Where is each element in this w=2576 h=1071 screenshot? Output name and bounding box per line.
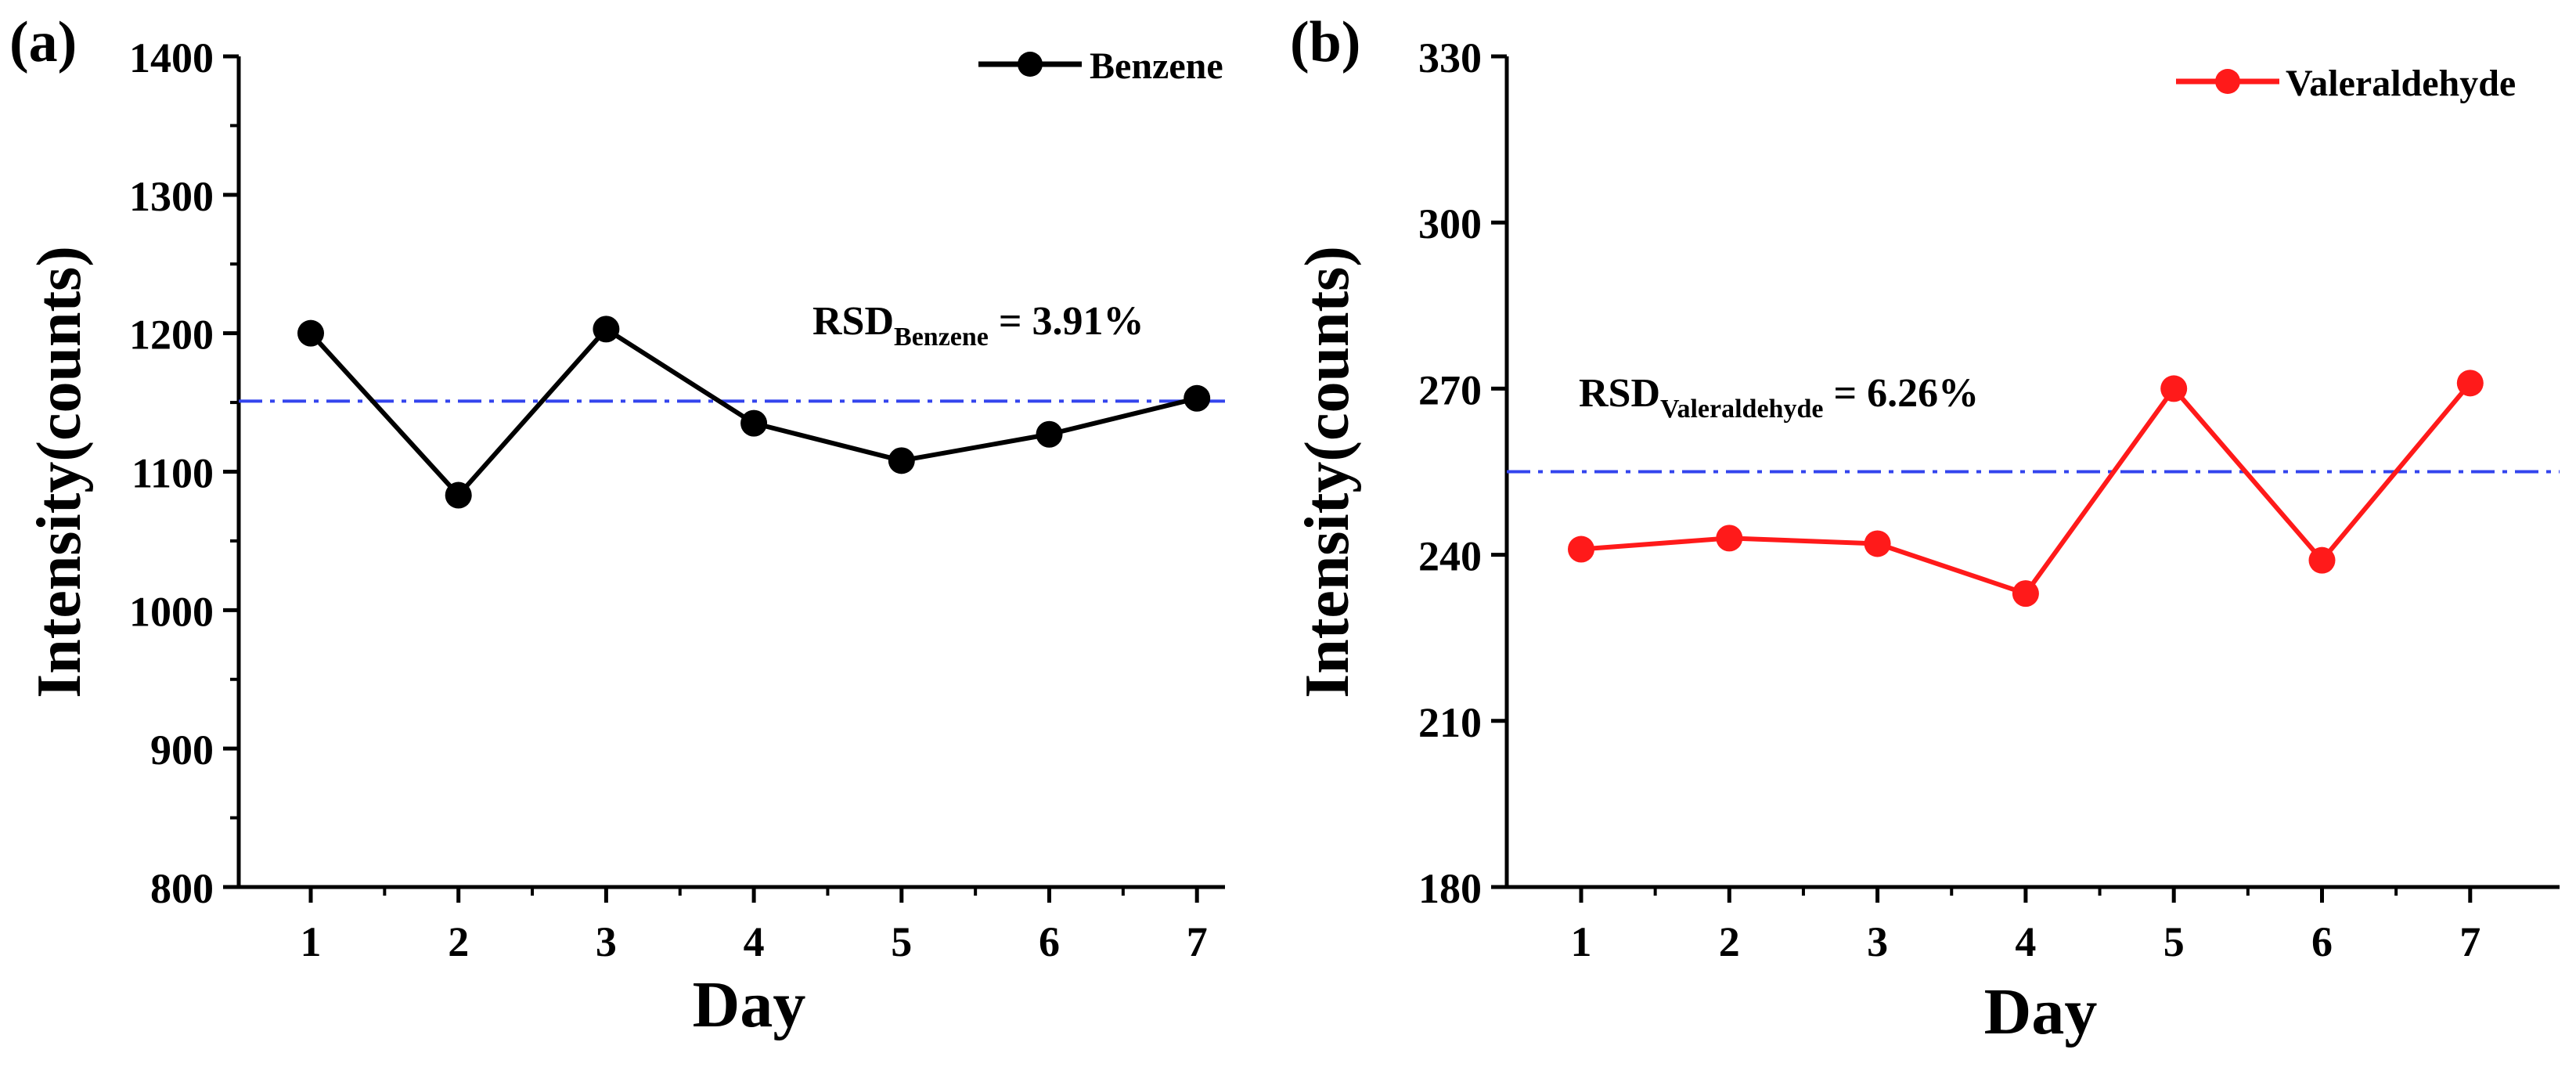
y-tick-label: 1100 bbox=[132, 450, 214, 497]
y-tick-label: 240 bbox=[1418, 533, 1482, 580]
x-tick-label: 6 bbox=[2311, 918, 2333, 965]
data-point bbox=[1864, 530, 1891, 557]
x-tick-label: 4 bbox=[744, 918, 765, 965]
y-axis-label: Intensity(counts) bbox=[1293, 246, 1362, 698]
legend-label: Valeraldehyde bbox=[2286, 63, 2516, 104]
panel-a: (a) 800 900 1000 1100 1200 1300 1400 1 2 3 4 5 6 7 R… bbox=[9, 10, 1225, 1041]
x-tick-label: 5 bbox=[2163, 918, 2185, 965]
data-point bbox=[740, 409, 768, 437]
rsd-annotation: RSDBenzene = 3.91% bbox=[812, 299, 1144, 352]
x-tick-label: 1 bbox=[301, 918, 322, 965]
rsd-annotation: RSDValeraldehyde = 6.26% bbox=[1579, 371, 1979, 424]
y-tick-label: 1300 bbox=[129, 173, 214, 220]
y-tick-label: 330 bbox=[1418, 34, 1482, 81]
series-valeraldehyde bbox=[1568, 370, 2484, 608]
y-tick-label: 800 bbox=[150, 865, 214, 912]
data-point bbox=[1568, 536, 1594, 563]
y-tick-label: 1400 bbox=[129, 34, 214, 81]
x-tick-label: 3 bbox=[596, 918, 617, 965]
rsd-main: RSD bbox=[812, 299, 894, 344]
data-point bbox=[2308, 546, 2336, 574]
data-point bbox=[1036, 420, 1063, 448]
rsd-main: RSD bbox=[1579, 371, 1660, 416]
rsd-value: = 6.26% bbox=[1823, 371, 1979, 416]
rsd-subscript: Valeraldehyde bbox=[1660, 395, 1823, 424]
legend-marker bbox=[2215, 69, 2240, 94]
y-tick-label: 210 bbox=[1418, 699, 1482, 746]
x-tick-label: 5 bbox=[891, 918, 912, 965]
x-tick-label: 3 bbox=[1867, 918, 1888, 965]
y-tick-label: 300 bbox=[1418, 200, 1482, 247]
series-benzene bbox=[297, 316, 1211, 509]
y-tick-label: 1200 bbox=[129, 312, 214, 359]
x-axis-label: Day bbox=[693, 968, 806, 1041]
legend-marker bbox=[1018, 52, 1043, 77]
x-tick-label: 6 bbox=[1039, 918, 1060, 965]
rsd-subscript: Benzene bbox=[894, 323, 989, 352]
x-tick-label: 1 bbox=[1571, 918, 1592, 965]
data-point bbox=[2160, 375, 2188, 402]
x-tick-label: 4 bbox=[2015, 918, 2036, 965]
legend: Benzene bbox=[978, 45, 1223, 87]
panel-label: (a) bbox=[9, 10, 77, 74]
x-tick-label: 7 bbox=[2459, 918, 2481, 965]
panel-label: (b) bbox=[1290, 10, 1360, 74]
x-tick-label: 2 bbox=[448, 918, 469, 965]
y-tick-label: 900 bbox=[150, 727, 214, 774]
rsd-value: = 3.91% bbox=[989, 299, 1144, 344]
y-tick-label: 1000 bbox=[129, 588, 214, 635]
plot-frame bbox=[236, 56, 1225, 889]
legend: Valeraldehyde bbox=[2176, 63, 2516, 104]
y-axis-label: Intensity(counts) bbox=[25, 246, 94, 698]
data-point bbox=[297, 319, 324, 347]
y-axis-ticks: 180 210 240 270 300 330 bbox=[1418, 34, 1507, 912]
data-point bbox=[1716, 525, 1743, 552]
data-point bbox=[2012, 580, 2039, 608]
y-tick-label: 270 bbox=[1418, 366, 1482, 413]
data-point bbox=[2456, 370, 2484, 397]
x-tick-label: 7 bbox=[1187, 918, 1208, 965]
x-axis-label: Day bbox=[1984, 975, 2098, 1048]
y-axis-ticks: 800 900 1000 1100 1200 1300 1400 bbox=[129, 34, 239, 912]
y-tick-label: 180 bbox=[1418, 865, 1482, 912]
x-axis-ticks: 1 2 3 4 5 6 7 bbox=[301, 887, 1208, 965]
data-point bbox=[445, 481, 472, 509]
data-point bbox=[1184, 384, 1211, 412]
x-axis-ticks: 1 2 3 4 5 6 7 bbox=[1571, 887, 2481, 965]
data-point bbox=[593, 316, 620, 343]
legend-label: Benzene bbox=[1090, 45, 1223, 87]
data-point bbox=[888, 447, 915, 474]
x-tick-label: 2 bbox=[1719, 918, 1740, 965]
